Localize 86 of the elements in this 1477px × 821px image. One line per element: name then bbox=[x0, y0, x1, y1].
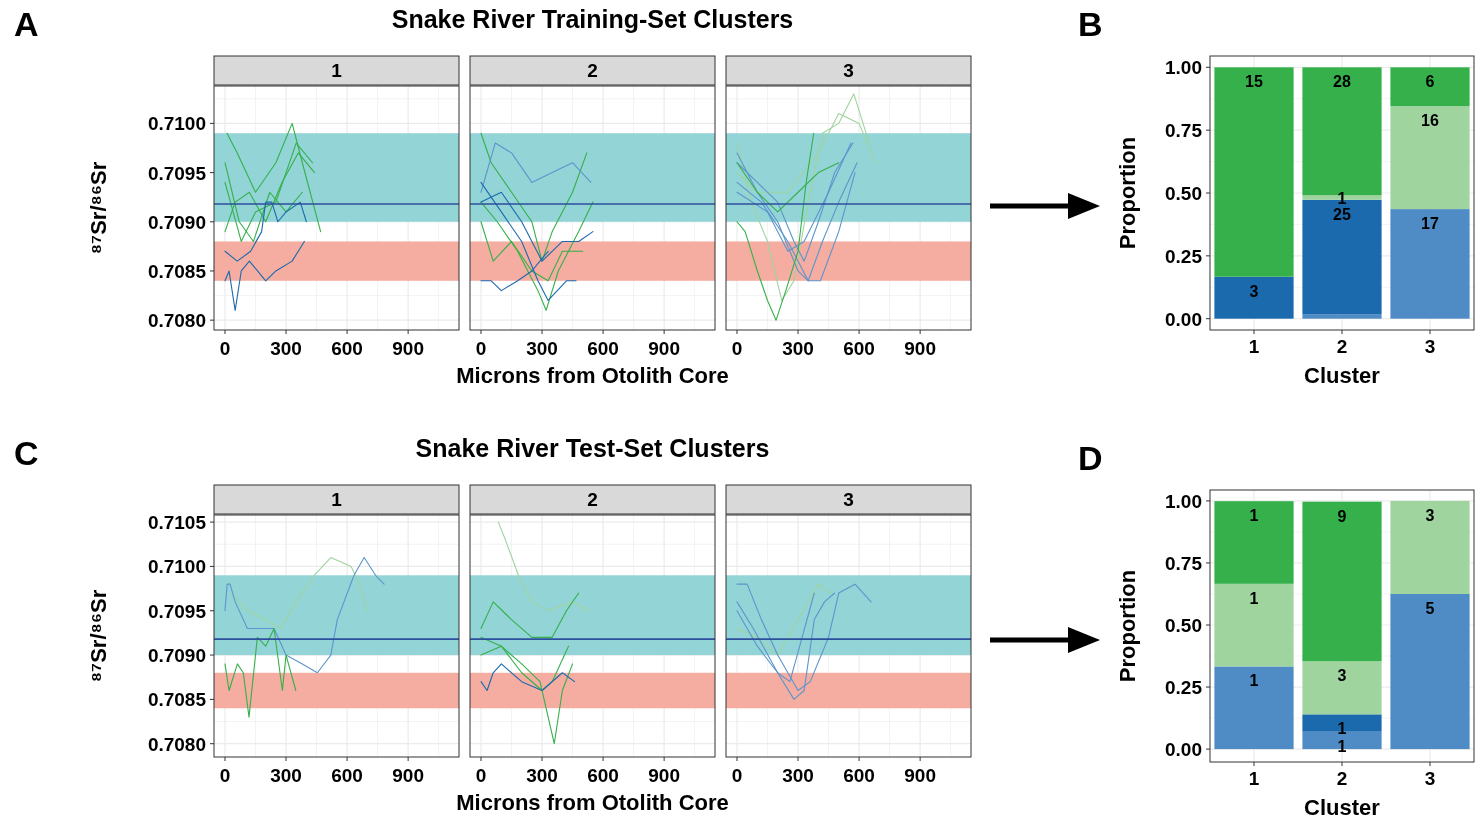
x-tick-label: 0 bbox=[731, 765, 743, 786]
y-tick-label: 0.00 bbox=[1165, 739, 1202, 761]
y-tick-label: 0.25 bbox=[1165, 677, 1203, 699]
annotation: 9 bbox=[1337, 507, 1347, 525]
y-tick-label: 0.50 bbox=[1165, 183, 1202, 204]
y-tick-label: 0.7090 bbox=[147, 211, 206, 233]
y-tick-label: 0.75 bbox=[1165, 552, 1203, 574]
x-tick-label: 300 bbox=[782, 765, 814, 786]
x-axis-title: Cluster bbox=[1304, 795, 1381, 820]
x-tick-label: 600 bbox=[843, 765, 875, 786]
x-tick-label: 0 bbox=[219, 338, 231, 359]
annotation: 5 bbox=[1425, 599, 1435, 617]
y-axis-title: ⁸⁷Sr/⁸⁶Sr bbox=[86, 589, 111, 683]
x-tick-label: 0 bbox=[475, 338, 487, 359]
text: B bbox=[1078, 5, 1103, 43]
y-tick-label: 0.7095 bbox=[147, 600, 207, 622]
x-tick-label: 3 bbox=[1424, 768, 1436, 789]
x-axis-title: Microns from Otolith Core bbox=[456, 790, 729, 815]
y-tick-label: 1.00 bbox=[1165, 490, 1202, 512]
text: Snake River Training-Set Clusters bbox=[391, 5, 794, 33]
x-tick-label: 600 bbox=[587, 338, 619, 359]
y-tick-label: 0.7085 bbox=[147, 689, 207, 711]
x-tick-label: 300 bbox=[526, 338, 558, 359]
y-tick-label: 0.7080 bbox=[147, 733, 206, 755]
text: D bbox=[1078, 439, 1103, 477]
text: C bbox=[14, 434, 39, 472]
x-tick-label: 2 bbox=[1336, 768, 1348, 789]
y-tick-label: 0.7095 bbox=[147, 162, 207, 184]
x-tick-label: 600 bbox=[331, 338, 363, 359]
annotation: 16 bbox=[1421, 112, 1439, 130]
chart-title: 1 bbox=[331, 489, 343, 510]
text: Snake River Test-Set Clusters bbox=[415, 434, 770, 462]
annotation: 17 bbox=[1421, 215, 1439, 233]
annotation: 3 bbox=[1337, 667, 1347, 685]
x-tick-label: 600 bbox=[331, 765, 363, 786]
y-tick-label: 0.7105 bbox=[147, 512, 207, 534]
y-tick-label: 0.7090 bbox=[147, 645, 206, 667]
annotation: 25 bbox=[1333, 205, 1351, 223]
x-axis-title: Microns from Otolith Core bbox=[456, 363, 729, 388]
x-tick-label: 600 bbox=[587, 765, 619, 786]
x-axis-title: Cluster bbox=[1304, 363, 1381, 388]
y-tick-label: 0.00 bbox=[1165, 308, 1202, 330]
x-tick-label: 900 bbox=[392, 338, 424, 359]
y-axis-title: ⁸⁷Sr/⁸⁶Sr bbox=[86, 161, 111, 255]
y-tick-label: 0.75 bbox=[1165, 120, 1203, 142]
annotation: 1 bbox=[1249, 672, 1259, 690]
annotation: 15 bbox=[1245, 73, 1263, 91]
y-tick-label: 0.7085 bbox=[147, 260, 207, 282]
chart-title: 3 bbox=[843, 489, 854, 510]
y-axis-title: Proportion bbox=[1115, 569, 1140, 683]
x-tick-label: 300 bbox=[782, 338, 814, 359]
annotation: 1 bbox=[1249, 507, 1259, 525]
x-tick-label: 2 bbox=[1336, 336, 1348, 357]
x-tick-label: 300 bbox=[526, 765, 558, 786]
annotation: 3 bbox=[1249, 282, 1259, 300]
x-tick-label: 900 bbox=[648, 338, 680, 359]
y-tick-label: 0.50 bbox=[1165, 615, 1202, 637]
chart-title: 3 bbox=[843, 60, 854, 81]
chart-title: 1 bbox=[331, 60, 343, 81]
x-tick-label: 0 bbox=[219, 765, 231, 786]
annotation: 6 bbox=[1425, 73, 1435, 91]
annotation: 1 bbox=[1337, 720, 1347, 738]
chart-title: 2 bbox=[587, 60, 598, 81]
x-tick-label: 0 bbox=[731, 338, 743, 359]
y-axis-title: Proportion bbox=[1115, 136, 1140, 250]
x-tick-label: 3 bbox=[1424, 336, 1436, 357]
x-tick-label: 300 bbox=[270, 338, 302, 359]
x-tick-label: 900 bbox=[904, 338, 936, 359]
annotation: 1 bbox=[1249, 589, 1259, 607]
x-tick-label: 0 bbox=[475, 765, 487, 786]
x-tick-label: 600 bbox=[843, 338, 875, 359]
chart-title: 2 bbox=[587, 489, 598, 510]
x-tick-label: 1 bbox=[1248, 336, 1260, 357]
x-tick-label: 900 bbox=[904, 765, 936, 786]
annotation: 28 bbox=[1333, 73, 1351, 91]
text: A bbox=[14, 5, 39, 43]
x-tick-label: 1 bbox=[1248, 768, 1260, 789]
y-tick-label: 0.7100 bbox=[147, 556, 206, 578]
y-tick-label: 0.25 bbox=[1165, 245, 1203, 267]
y-tick-label: 0.7080 bbox=[147, 310, 206, 332]
x-tick-label: 900 bbox=[392, 765, 424, 786]
annotation: 3 bbox=[1425, 506, 1435, 524]
y-tick-label: 1.00 bbox=[1165, 57, 1202, 79]
x-tick-label: 900 bbox=[648, 765, 680, 786]
x-tick-label: 300 bbox=[270, 765, 302, 786]
y-tick-label: 0.7100 bbox=[147, 113, 206, 135]
